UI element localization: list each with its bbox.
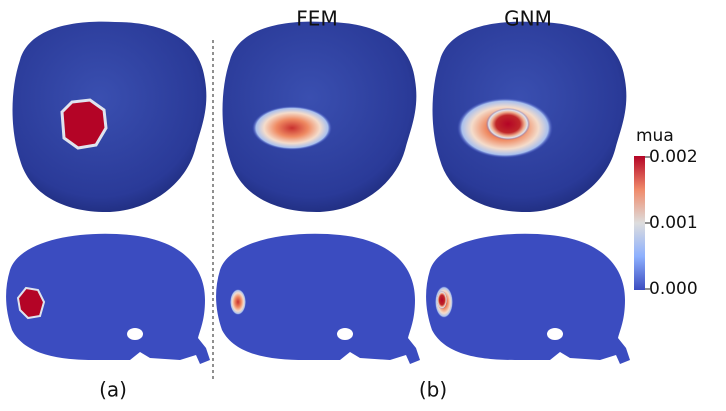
panel-fem [216, 21, 420, 364]
panel-a [6, 21, 210, 364]
column-title: GNM [504, 7, 552, 31]
colorbar-tick-label: 0.002 [649, 147, 698, 167]
panel-label: (a) [99, 378, 127, 402]
panel-gnm [426, 21, 630, 364]
colorbar-tick-label: 0.001 [649, 213, 698, 233]
colorbar [634, 156, 645, 290]
colorbar-title: mua [636, 126, 674, 146]
colorbar-tick-label: 0.000 [649, 279, 698, 299]
column-title: FEM [296, 7, 337, 31]
slice-holes [127, 328, 563, 340]
panel-label: (b) [419, 378, 447, 402]
